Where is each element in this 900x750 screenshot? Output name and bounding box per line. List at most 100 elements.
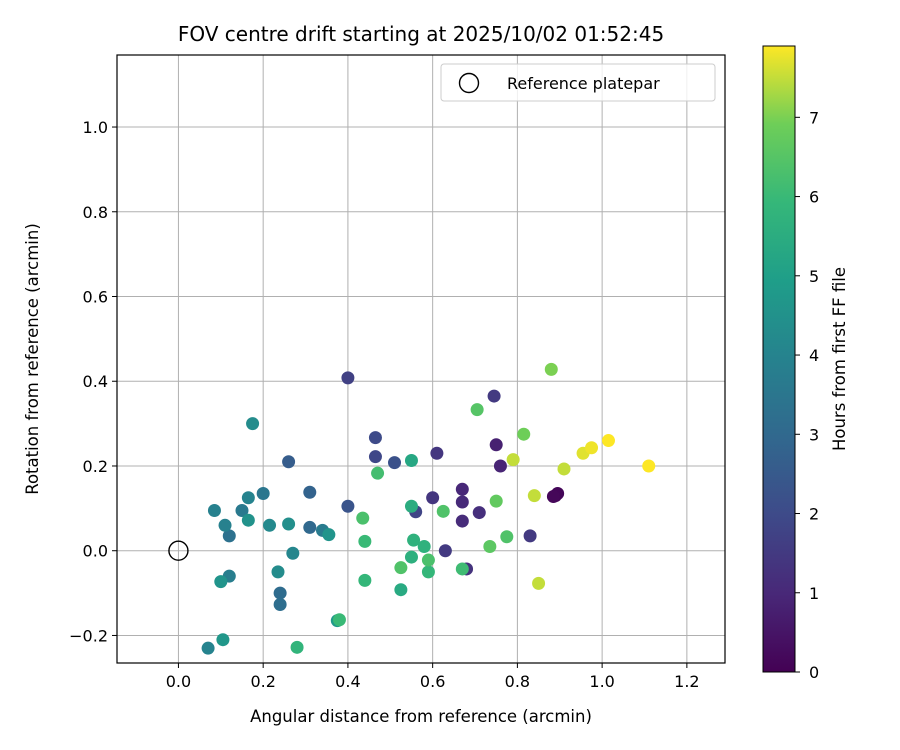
- colorbar-tick-label: 5: [809, 267, 819, 286]
- data-point: [290, 640, 304, 654]
- data-point: [404, 499, 418, 513]
- x-tick-label: 0.8: [505, 672, 530, 691]
- data-point: [557, 462, 571, 476]
- y-tick-label: 0.2: [83, 457, 108, 476]
- data-point: [487, 389, 501, 403]
- data-point: [263, 518, 277, 532]
- data-points: [201, 362, 656, 655]
- y-tick-label: 1.0: [83, 118, 108, 137]
- legend-marker-icon: [458, 72, 480, 94]
- colorbar: 0 1 2 3 4 5 6 7 Hours from first FF file: [762, 45, 849, 682]
- colorbar-gradient: [762, 45, 796, 673]
- data-point: [517, 427, 531, 441]
- data-point: [216, 633, 230, 647]
- data-point: [426, 491, 440, 505]
- data-point: [218, 518, 232, 532]
- data-point: [483, 539, 497, 553]
- data-point: [358, 534, 372, 548]
- y-tick-label: 0.0: [83, 542, 108, 561]
- data-point: [436, 504, 450, 518]
- data-point: [489, 494, 503, 508]
- data-point: [407, 533, 421, 547]
- data-point: [207, 503, 221, 517]
- data-point: [455, 495, 469, 509]
- x-tick-label: 0.6: [420, 672, 445, 691]
- legend-box: [440, 63, 716, 102]
- data-point: [470, 403, 484, 417]
- data-point: [271, 565, 285, 579]
- chart-title: FOV centre drift starting at 2025/10/02 …: [178, 22, 664, 46]
- x-tick-label: 0.0: [166, 672, 191, 691]
- reference-point: [168, 540, 189, 561]
- data-point: [489, 438, 503, 452]
- x-tick-label: 1.2: [674, 672, 699, 691]
- y-tick-label: 0.6: [83, 288, 108, 307]
- data-point: [642, 459, 656, 473]
- data-point: [201, 641, 215, 655]
- data-point: [421, 553, 435, 567]
- y-tick-label: 0.8: [83, 203, 108, 222]
- data-point: [322, 528, 336, 542]
- data-point: [368, 450, 382, 464]
- data-point: [394, 583, 408, 597]
- data-point: [421, 565, 435, 579]
- y-tick-label: 0.4: [83, 372, 108, 391]
- y-axis-ticks: −0.2 0.0 0.2 0.4 0.6 0.8 1.0: [69, 118, 117, 645]
- data-point: [303, 520, 317, 534]
- data-point: [527, 489, 541, 503]
- data-point: [455, 514, 469, 528]
- data-point: [430, 446, 444, 460]
- data-point: [472, 506, 486, 520]
- plot-area-frame: [116, 54, 726, 664]
- grid: [117, 55, 725, 663]
- y-tick-label: −0.2: [69, 626, 108, 645]
- data-point: [214, 575, 228, 589]
- data-point: [356, 511, 370, 525]
- data-point: [544, 362, 558, 376]
- data-point: [241, 513, 255, 527]
- data-point: [246, 417, 260, 431]
- reference-platepar-marker: [168, 540, 189, 561]
- data-point: [303, 485, 317, 499]
- colorbar-tick-label: 3: [809, 425, 819, 444]
- legend-entry-reference-platepar: Reference platepar: [507, 74, 660, 93]
- data-point: [455, 562, 469, 576]
- data-point: [404, 550, 418, 564]
- legend: Reference platepar: [440, 63, 716, 102]
- data-point: [546, 489, 560, 503]
- data-point: [358, 573, 372, 587]
- x-tick-label: 0.4: [335, 672, 360, 691]
- data-point: [394, 561, 408, 575]
- data-point: [235, 503, 249, 517]
- data-point: [601, 434, 615, 448]
- data-point: [273, 598, 287, 612]
- colorbar-label: Hours from first FF file: [830, 267, 849, 451]
- colorbar-tick-label: 0: [809, 663, 819, 682]
- colorbar-tick-label: 1: [809, 584, 819, 603]
- data-point: [282, 455, 296, 469]
- data-point: [417, 539, 431, 553]
- data-point: [341, 499, 355, 513]
- data-point: [585, 441, 599, 455]
- colorbar-ticks: 0 1 2 3 4 5 6 7: [795, 108, 819, 682]
- data-point: [404, 453, 418, 467]
- data-point: [282, 517, 296, 531]
- data-point: [532, 576, 546, 590]
- colorbar-tick-label: 6: [809, 188, 819, 207]
- data-point: [371, 466, 385, 480]
- y-axis-label: Rotation from reference (arcmin): [23, 223, 42, 495]
- data-point: [368, 431, 382, 445]
- x-tick-label: 1.0: [589, 672, 614, 691]
- data-point: [286, 546, 300, 560]
- x-axis-label: Angular distance from reference (arcmin): [250, 707, 592, 726]
- data-point: [500, 530, 514, 544]
- data-point: [341, 371, 355, 385]
- colorbar-tick-label: 4: [809, 346, 819, 365]
- colorbar-tick-label: 2: [809, 505, 819, 524]
- data-point: [332, 613, 346, 627]
- x-axis-ticks: 0.0 0.2 0.4 0.6 0.8 1.0 1.2: [166, 663, 700, 691]
- data-point: [388, 456, 402, 470]
- x-tick-label: 0.2: [250, 672, 275, 691]
- data-point: [455, 482, 469, 496]
